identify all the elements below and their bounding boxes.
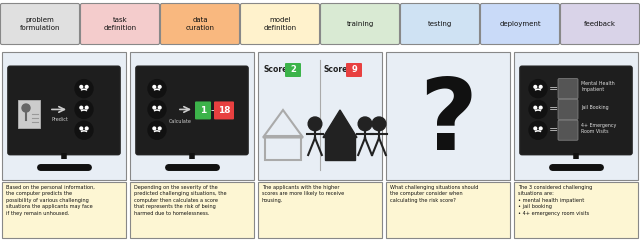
Circle shape	[358, 117, 372, 131]
Circle shape	[75, 121, 93, 139]
Text: Predict: Predict	[52, 117, 69, 122]
Circle shape	[540, 127, 542, 130]
Text: deployment: deployment	[499, 21, 541, 27]
Text: Depending on the severity of the
predicted challenging situations, the
computer : Depending on the severity of the predict…	[134, 185, 227, 216]
Bar	[386, 182, 510, 238]
Circle shape	[529, 80, 547, 98]
FancyBboxPatch shape	[285, 63, 301, 77]
Circle shape	[75, 80, 93, 98]
FancyBboxPatch shape	[401, 4, 479, 44]
Circle shape	[540, 85, 542, 88]
FancyBboxPatch shape	[558, 120, 578, 140]
FancyBboxPatch shape	[195, 102, 211, 120]
Circle shape	[85, 127, 88, 130]
FancyBboxPatch shape	[558, 79, 578, 99]
Circle shape	[80, 127, 83, 130]
FancyBboxPatch shape	[346, 63, 362, 77]
Text: The applicants with the higher
scores are more likely to receive
housing.: The applicants with the higher scores ar…	[262, 185, 344, 203]
Circle shape	[148, 121, 166, 139]
Text: feedback: feedback	[584, 21, 616, 27]
Circle shape	[158, 127, 161, 130]
Circle shape	[529, 100, 547, 119]
Text: Jail Booking: Jail Booking	[581, 105, 609, 110]
Text: problem
formulation: problem formulation	[20, 17, 60, 31]
Circle shape	[534, 106, 537, 109]
Text: 9: 9	[351, 66, 357, 74]
FancyBboxPatch shape	[241, 4, 319, 44]
FancyBboxPatch shape	[1, 4, 79, 44]
Circle shape	[148, 100, 166, 119]
Text: =: =	[549, 84, 559, 94]
Text: What challenging situations should
the computer consider when
calculating the ri: What challenging situations should the c…	[390, 185, 478, 203]
Circle shape	[158, 85, 161, 88]
FancyBboxPatch shape	[136, 66, 248, 155]
Bar	[265, 136, 301, 160]
Circle shape	[80, 85, 83, 88]
Circle shape	[153, 106, 156, 109]
Text: Calculate: Calculate	[169, 120, 192, 124]
Bar	[130, 182, 254, 238]
Circle shape	[85, 85, 88, 88]
Circle shape	[148, 80, 166, 98]
FancyBboxPatch shape	[558, 99, 578, 120]
Text: ?: ?	[419, 74, 477, 171]
Polygon shape	[323, 110, 357, 138]
FancyBboxPatch shape	[321, 4, 399, 44]
Bar	[2, 52, 126, 180]
Text: 2: 2	[290, 66, 296, 74]
Bar	[18, 100, 40, 128]
Bar	[386, 52, 510, 180]
Text: The 3 considered challenging
situations are:
• mental health impatient
• jail bo: The 3 considered challenging situations …	[518, 185, 592, 216]
Circle shape	[372, 117, 386, 131]
Text: =: =	[549, 125, 559, 135]
Circle shape	[534, 85, 537, 88]
Text: training: training	[346, 21, 374, 27]
Circle shape	[308, 117, 322, 131]
Bar	[2, 182, 126, 238]
Circle shape	[534, 127, 537, 130]
Text: task
definition: task definition	[104, 17, 136, 31]
Text: Score:: Score:	[323, 66, 351, 74]
Text: data
curation: data curation	[186, 17, 214, 31]
Text: 1: 1	[200, 106, 206, 115]
Bar	[258, 52, 382, 180]
Text: =: =	[549, 104, 559, 114]
FancyBboxPatch shape	[481, 4, 559, 44]
Circle shape	[158, 106, 161, 109]
Text: model
definition: model definition	[264, 17, 296, 31]
Circle shape	[540, 106, 542, 109]
FancyBboxPatch shape	[561, 4, 639, 44]
Circle shape	[153, 127, 156, 130]
FancyBboxPatch shape	[81, 4, 159, 44]
Text: 4+ Emergency
Room Visits: 4+ Emergency Room Visits	[581, 123, 616, 134]
Bar	[258, 182, 382, 238]
Text: Based on the personal information,
the computer predicts the
possibility of vari: Based on the personal information, the c…	[6, 185, 95, 216]
Text: Mental Health
Impatient: Mental Health Impatient	[581, 81, 615, 92]
Text: testing: testing	[428, 21, 452, 27]
Text: 18: 18	[218, 106, 230, 115]
Circle shape	[80, 106, 83, 109]
Bar	[514, 52, 638, 180]
Circle shape	[153, 85, 156, 88]
Text: Score:: Score:	[263, 66, 291, 74]
FancyBboxPatch shape	[214, 102, 234, 120]
Circle shape	[85, 106, 88, 109]
FancyBboxPatch shape	[520, 66, 632, 155]
Circle shape	[75, 100, 93, 119]
Bar	[130, 52, 254, 180]
Bar	[324, 136, 355, 160]
Text: -: -	[211, 105, 214, 115]
Circle shape	[22, 104, 30, 112]
Bar	[514, 182, 638, 238]
FancyBboxPatch shape	[8, 66, 120, 155]
FancyBboxPatch shape	[161, 4, 239, 44]
Circle shape	[529, 121, 547, 139]
